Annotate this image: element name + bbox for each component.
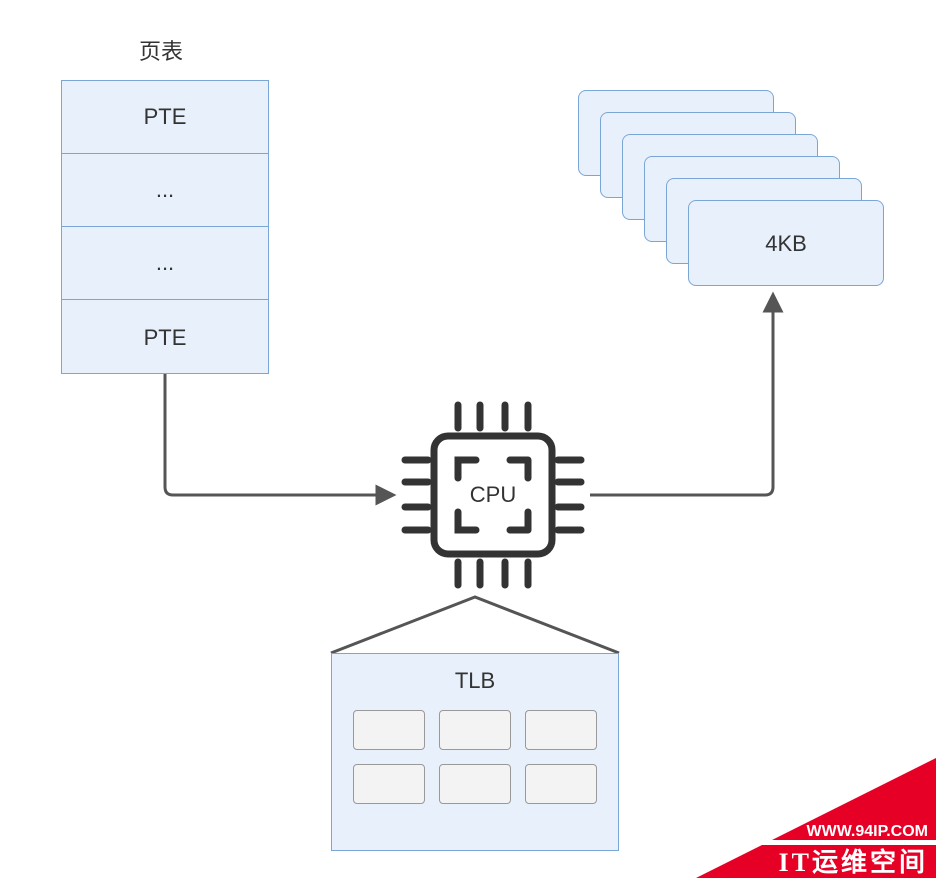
tlb-entry (353, 764, 425, 804)
watermark-icon: WWW.94IP.COM IT运维空间 (676, 758, 936, 878)
tlb-entry (353, 710, 425, 750)
arrow-cpu-to-mem (590, 296, 773, 495)
tlb-entry (525, 764, 597, 804)
tlb-title: TLB (332, 654, 618, 704)
tlb-grid (332, 704, 618, 824)
watermark-text: IT运维空间 (779, 847, 928, 877)
tlb-callout (331, 597, 619, 653)
tlb-entry (439, 764, 511, 804)
tlb: TLB (331, 653, 619, 851)
arrow-pt-to-cpu (165, 374, 392, 495)
tlb-entry (439, 710, 511, 750)
tlb-entry (525, 710, 597, 750)
watermark-url: WWW.94IP.COM (807, 823, 929, 840)
